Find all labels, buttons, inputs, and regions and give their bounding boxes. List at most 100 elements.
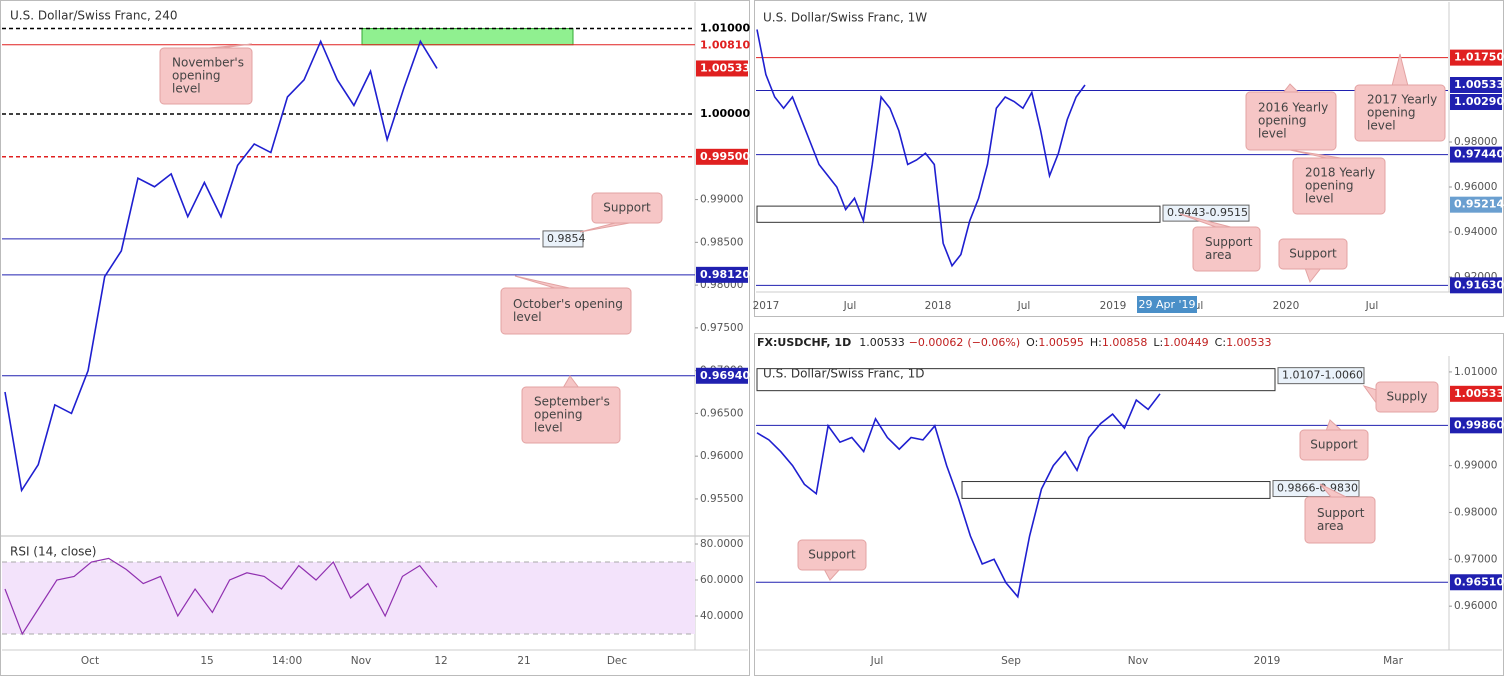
price-tag: [1450, 277, 1502, 294]
annotation-text: level: [513, 310, 542, 324]
annotation-box: [1192, 226, 1261, 272]
change: −0.00062: [909, 336, 964, 349]
price-tag: [1450, 417, 1502, 434]
zone: [361, 28, 574, 46]
annotation-text: 2016 Yearly: [1258, 101, 1328, 115]
annotation-box: [521, 386, 621, 444]
ohlc-label: C:: [1215, 336, 1226, 349]
price-tag-label: 1.01000: [700, 22, 750, 35]
price-tag-label: 0.96510: [1454, 575, 1504, 588]
annotation-text: opening: [1258, 114, 1307, 128]
price-tag-label: 0.97440: [1454, 148, 1504, 161]
price-tag: [696, 106, 748, 123]
annotation-box: [797, 539, 867, 571]
rsi-band: [2, 562, 695, 634]
annotation-text: October's opening: [513, 297, 623, 311]
x-tick-label: 2019: [1254, 655, 1281, 667]
panel-frame: [754, 0, 1504, 317]
ohlc-label: H:: [1090, 336, 1102, 349]
annotation: Support: [1299, 419, 1369, 461]
price-tag: [1450, 385, 1502, 402]
quote-header: FX:USDCHF, 1D 1.00533 −0.00062 (−0.06%) O:1.…: [757, 336, 1272, 349]
zone: [961, 481, 1271, 499]
date-badge: [1137, 296, 1197, 313]
annotation-text: level: [172, 82, 201, 96]
price-tag-label: 0.96940: [700, 369, 750, 382]
ohlc-label: O:: [1026, 336, 1038, 349]
y-tick-label: 0.94000: [1454, 226, 1497, 238]
symbol: FX:USDCHF, 1D: [757, 336, 851, 349]
annotation-text: opening: [172, 69, 221, 83]
x-tick-label: 2018: [925, 300, 952, 312]
y-tick-label: 0.95500: [700, 493, 743, 505]
price-tag-label: 1.01750: [1454, 51, 1504, 64]
annotation-text: Support: [1317, 506, 1365, 520]
zone: [756, 368, 1276, 392]
price-tag-label: 1.00290: [1454, 95, 1504, 108]
x-tick-label: 2019: [1100, 300, 1127, 312]
price-tag-label: 0.98120: [700, 268, 750, 281]
price-tag-label: 1.00000: [700, 107, 750, 120]
x-tick-label: Jul: [843, 300, 857, 312]
annotation-text: area: [1205, 248, 1232, 262]
price-line: [756, 29, 1086, 268]
x-tick-label: Mar: [1383, 655, 1403, 667]
annotation-box: [1292, 157, 1386, 215]
annotation: Supply: [1362, 381, 1439, 413]
price-tag-label: 1.00533: [1454, 387, 1504, 400]
x-tick-label: Jul: [870, 655, 884, 667]
price-tag-label: 0.95214: [1454, 198, 1504, 211]
x-tick-label: 2017: [753, 300, 780, 312]
zone-label: 1.0107-1.0060: [1282, 369, 1363, 382]
y-tick-label: 0.96000: [1454, 181, 1497, 193]
price-tag: [696, 148, 748, 165]
x-tick-label: Nov: [1128, 655, 1149, 667]
level-label-box: [542, 230, 584, 248]
annotation-box: [159, 47, 253, 105]
x-tick-label: Nov: [351, 655, 372, 667]
ohlc-value: 1.00449: [1163, 336, 1209, 349]
ohlc-label: L:: [1153, 336, 1163, 349]
y-tick-label: 0.98000: [1454, 506, 1497, 518]
annotation-text: level: [534, 421, 563, 435]
y-tick-label: 80.0000: [700, 538, 743, 550]
annotation-text: level: [1367, 119, 1396, 133]
panel-title: U.S. Dollar/Swiss Franc, 1D: [763, 367, 925, 381]
price-tag-label: 1.00533: [700, 61, 750, 74]
annotation-text: opening: [1305, 179, 1354, 193]
x-tick-label: 2020: [1273, 300, 1300, 312]
annotation-text: Support: [1289, 247, 1337, 261]
annotation-text: September's: [534, 395, 610, 409]
price-tag: [696, 37, 748, 54]
y-tick-label: 1.01000: [1454, 366, 1497, 378]
annotation-box: [500, 287, 632, 335]
y-tick-label: 0.98000: [1454, 136, 1497, 148]
price-line: [4, 39, 438, 493]
last-price: 1.00533: [859, 336, 905, 349]
annotation-box: [1354, 84, 1446, 142]
x-tick-label: 15: [200, 655, 213, 667]
x-tick-label: 12: [434, 655, 447, 667]
panel-frame: [754, 333, 1504, 676]
level-label: 0.9854: [547, 232, 586, 245]
x-tick-label: Jul: [1365, 300, 1379, 312]
y-tick-label: 0.97500: [700, 322, 743, 334]
annotation-box: [1278, 238, 1348, 270]
price-tag: [1450, 196, 1502, 213]
price-tag: [1450, 77, 1502, 94]
price-tag-label: 0.99860: [1454, 418, 1504, 431]
rsi-line: [4, 557, 438, 636]
x-tick-label: Jul: [1017, 300, 1031, 312]
zone-label-box: [1277, 367, 1365, 385]
price-tag: [1450, 94, 1502, 111]
y-tick-label: 0.96000: [1454, 600, 1497, 612]
price-tag: [1450, 49, 1502, 66]
y-tick-label: 0.96000: [700, 450, 743, 462]
